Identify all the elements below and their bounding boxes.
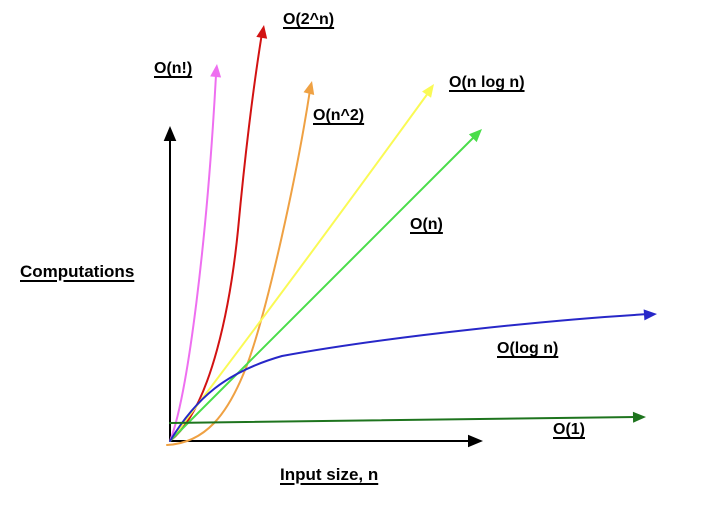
curve-arrowhead-icon-o-n-log-n — [422, 84, 434, 98]
curve-label-o-log-n: O(log n) — [497, 340, 559, 357]
curve-o-2-n — [169, 32, 263, 442]
curve-label-o-1: O(1) — [553, 421, 585, 438]
curve-arrowhead-icon-o-n — [468, 129, 482, 143]
x-axis-arrowhead-icon — [468, 434, 483, 448]
curve-o-n — [169, 133, 478, 442]
y-axis-label: Computations — [20, 262, 135, 281]
curve-arrowhead-icon-o-log-n — [643, 309, 657, 321]
curve-label-o-n-log-n: O(n log n) — [449, 74, 525, 91]
curve-label-o-n-2: O(n^2) — [313, 107, 365, 124]
curve-label-o-2-n: O(2^n) — [283, 11, 335, 28]
x-axis-label: Input size, n — [280, 465, 379, 484]
curve-label-o-n: O(n) — [410, 216, 443, 233]
curve-arrowhead-icon-o-n — [210, 64, 222, 78]
curve-o-1 — [169, 416, 639, 424]
curve-arrowhead-icon-o-1 — [632, 411, 646, 423]
curve-arrowhead-icon-o-2-n — [256, 25, 268, 39]
curve-o-n — [169, 74, 217, 442]
curve-label-o-n: O(n!) — [154, 60, 193, 77]
curve-o-log-n — [169, 313, 651, 442]
curve-o-n-2 — [166, 89, 311, 446]
y-axis-arrowhead-icon — [163, 126, 177, 141]
curve-arrowhead-icon-o-n-2 — [303, 81, 315, 95]
